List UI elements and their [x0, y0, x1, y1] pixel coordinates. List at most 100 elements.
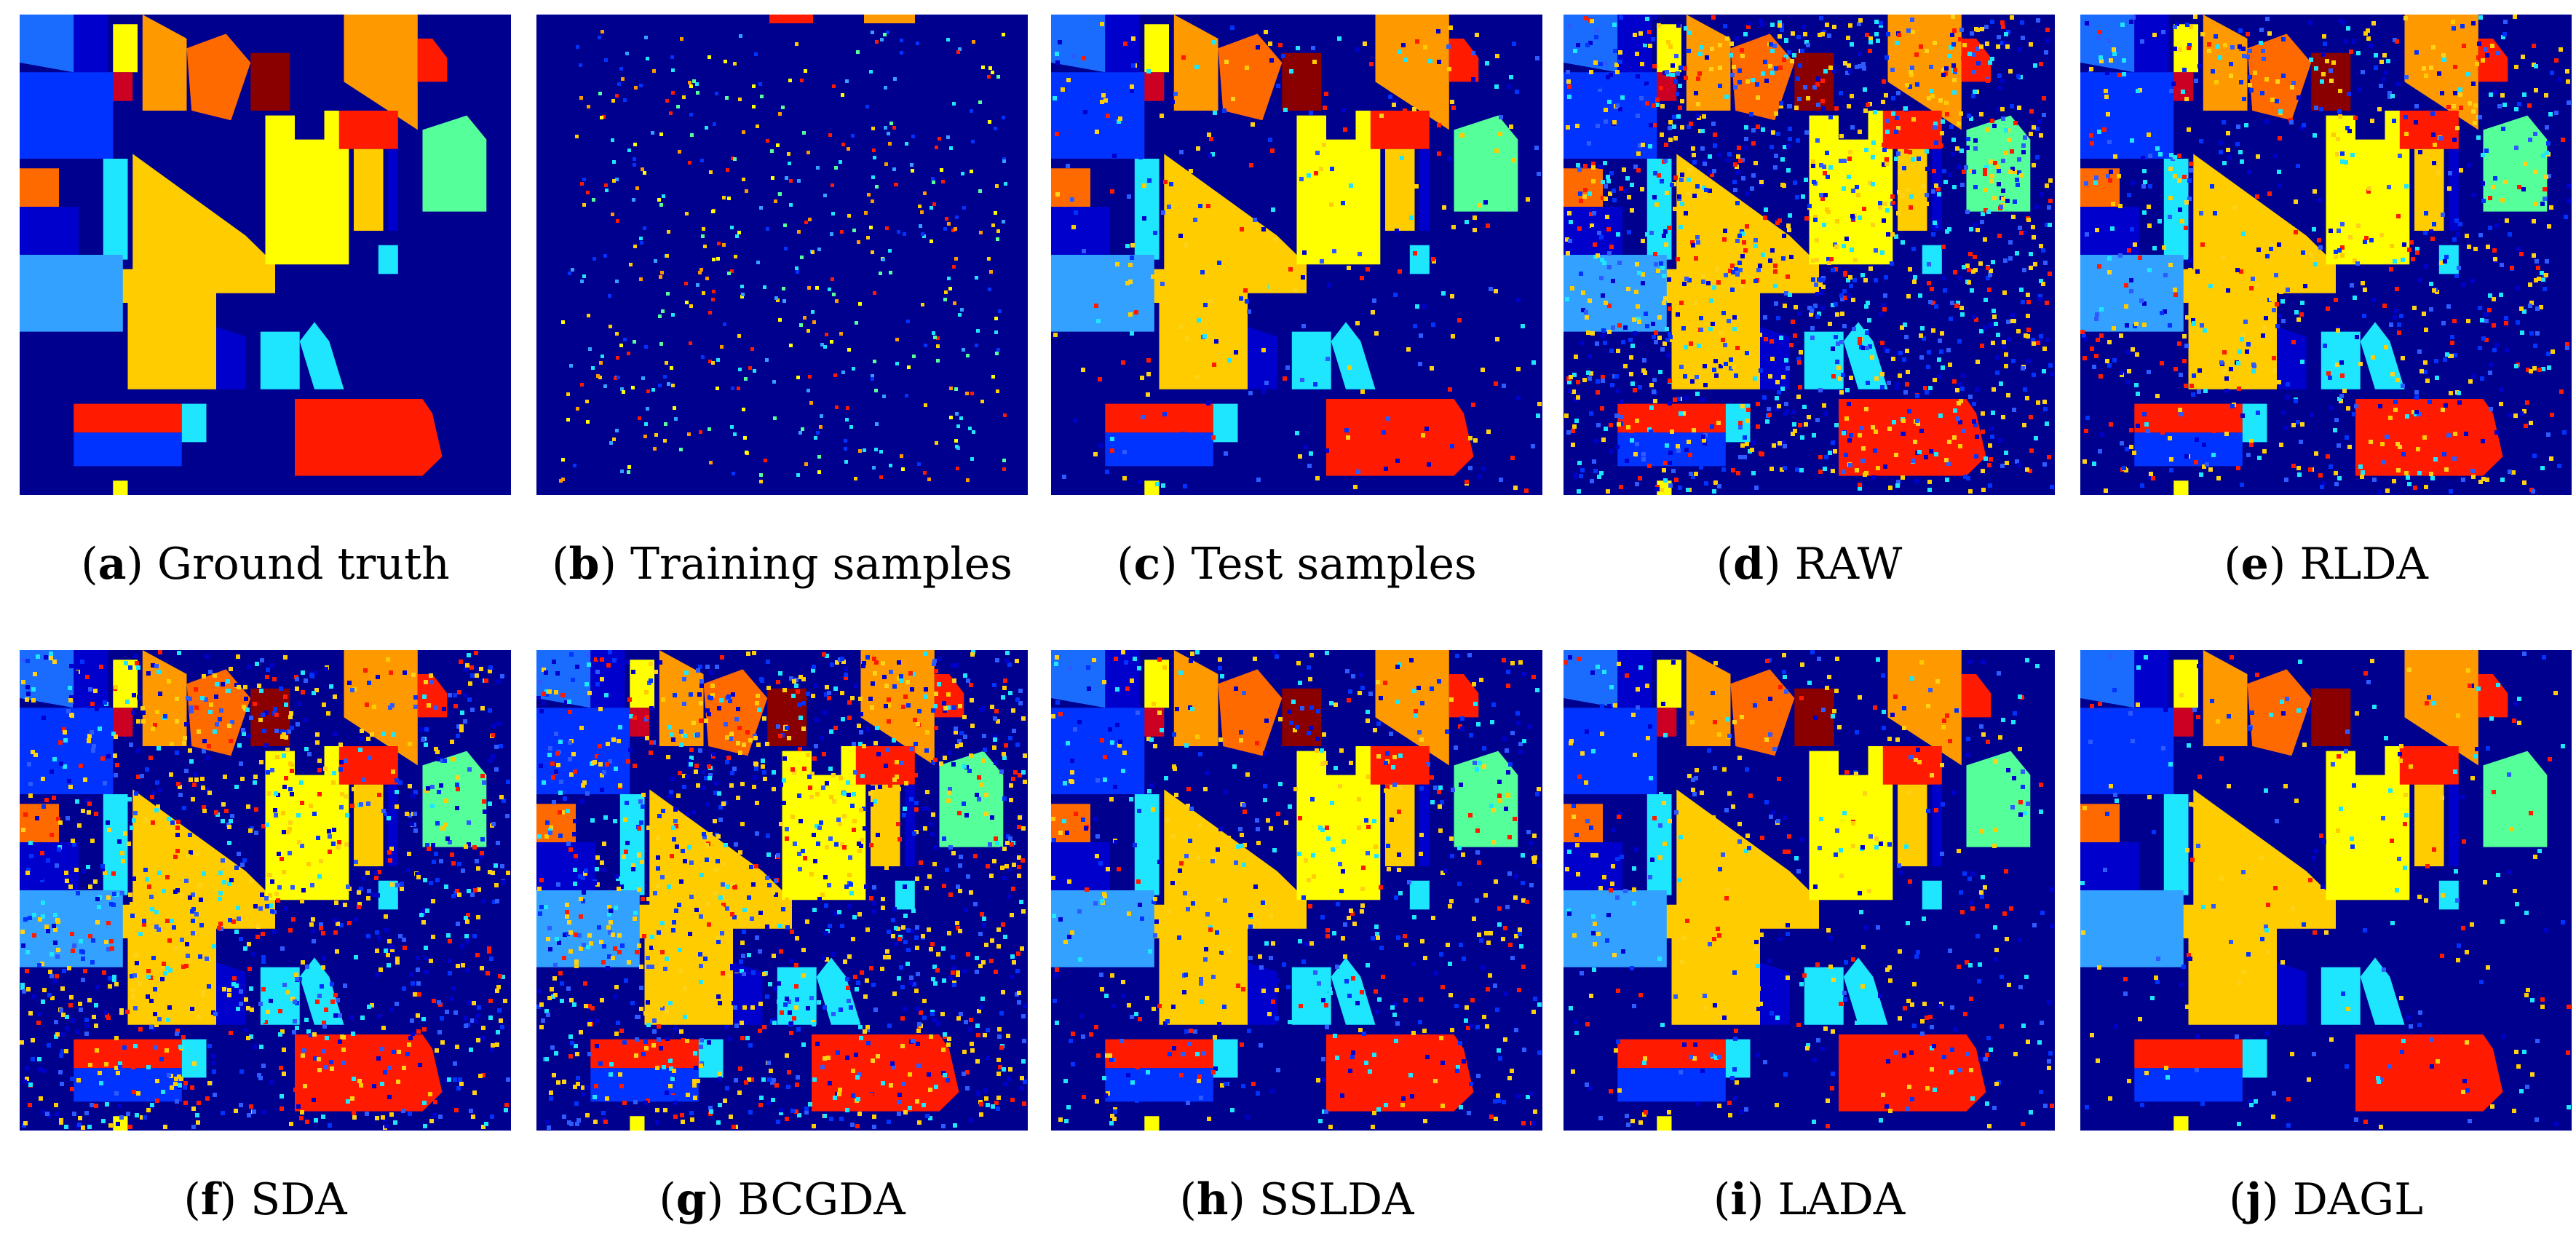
misclassified-pixel	[2238, 349, 2242, 354]
misclassified-pixel	[415, 872, 419, 876]
misclassified-pixel	[151, 820, 155, 825]
misclassified-pixel	[2335, 152, 2339, 157]
training-pixel	[617, 376, 620, 379]
misclassified-pixel	[141, 719, 146, 724]
misclassified-pixel	[1765, 419, 1769, 424]
training-pixel	[753, 369, 756, 373]
training-pixel	[776, 298, 780, 302]
misclassified-pixel	[1130, 331, 1134, 336]
misclassified-pixel	[1181, 432, 1186, 436]
training-pixel	[759, 206, 763, 210]
misclassified-pixel	[1253, 218, 1257, 222]
misclassified-pixel	[258, 906, 263, 911]
misclassified-pixel	[1774, 111, 1778, 116]
misclassified-pixel	[1958, 444, 1962, 448]
training-pixel	[731, 157, 734, 160]
misclassified-pixel	[2118, 253, 2123, 258]
misclassified-pixel	[1883, 293, 1887, 298]
misclassified-pixel	[1947, 440, 1951, 444]
misclassified-pixel	[1960, 387, 1965, 391]
misclassified-pixel	[2008, 256, 2013, 261]
misclassified-pixel	[1891, 111, 1895, 116]
misclassified-pixel	[1740, 48, 1744, 52]
training-pixel	[920, 210, 924, 214]
misclassified-pixel	[264, 743, 269, 748]
misclassified-pixel	[2429, 66, 2433, 70]
misclassified-pixel	[317, 994, 322, 998]
training-pixel	[639, 277, 643, 281]
misclassified-pixel	[2026, 328, 2031, 332]
misclassified-pixel	[338, 1040, 342, 1044]
misclassified-pixel	[63, 764, 67, 769]
misclassified-pixel	[478, 1074, 483, 1078]
misclassified-pixel	[432, 999, 436, 1003]
misclassified-pixel	[1826, 175, 1830, 179]
class-region	[20, 168, 59, 207]
misclassified-pixel	[90, 702, 95, 706]
misclassified-pixel	[430, 785, 435, 789]
misclassified-pixel	[1185, 336, 1189, 341]
misclassified-pixel	[261, 824, 266, 828]
misclassified-pixel	[2521, 187, 2526, 191]
training-pixel	[632, 198, 635, 202]
misclassified-pixel	[1741, 176, 1745, 181]
misclassified-pixel	[2335, 363, 2339, 367]
misclassified-pixel	[52, 924, 56, 928]
misclassified-pixel	[1210, 152, 1215, 157]
training-pixel	[764, 459, 767, 462]
misclassified-pixel	[2127, 369, 2131, 373]
misclassified-pixel	[1949, 124, 1954, 129]
misclassified-pixel	[1848, 275, 1852, 280]
misclassified-pixel	[2366, 36, 2371, 41]
misclassified-pixel	[424, 727, 429, 732]
training-pixel	[960, 308, 964, 312]
misclassified-pixel	[1610, 383, 1614, 387]
misclassified-pixel	[132, 693, 136, 697]
misclassified-pixel	[470, 708, 475, 712]
misclassified-pixel	[2032, 125, 2036, 130]
misclassified-pixel	[2269, 297, 2273, 301]
misclassified-pixel	[917, 1120, 922, 1125]
misclassified-pixel	[1984, 25, 1989, 29]
misclassified-pixel	[2095, 228, 2099, 232]
class-region	[113, 480, 128, 495]
misclassified-pixel	[1208, 154, 1212, 158]
caption-label: SDA	[250, 1174, 347, 1225]
misclassified-pixel	[2010, 167, 2015, 171]
misclassified-pixel	[2029, 42, 2033, 47]
misclassified-pixel	[227, 882, 231, 886]
misclassified-pixel	[1531, 360, 1536, 365]
misclassified-pixel	[2546, 352, 2551, 356]
misclassified-pixel	[2291, 81, 2296, 85]
misclassified-pixel	[1668, 379, 1672, 383]
misclassified-pixel	[261, 955, 266, 959]
misclassified-pixel	[1627, 230, 1631, 234]
misclassified-pixel	[486, 971, 490, 975]
misclassified-pixel	[1577, 489, 1581, 494]
misclassified-pixel	[338, 767, 343, 772]
misclassified-pixel	[1800, 435, 1804, 440]
misclassified-pixel	[2484, 47, 2488, 52]
misclassified-pixel	[1427, 462, 1431, 467]
misclassified-pixel	[114, 1066, 119, 1070]
misclassified-pixel	[2152, 246, 2157, 250]
misclassified-pixel	[2142, 301, 2147, 306]
misclassified-pixel	[419, 727, 424, 732]
misclassified-pixel	[335, 949, 339, 954]
misclassified-pixel	[1997, 35, 2001, 39]
misclassified-pixel	[2047, 455, 2051, 459]
misclassified-pixel	[1572, 424, 1577, 429]
misclassified-pixel	[2124, 283, 2128, 288]
class-region	[1887, 15, 1962, 130]
misclassified-pixel	[1127, 194, 1131, 199]
misclassified-pixel	[1874, 278, 1878, 282]
training-pixel	[735, 234, 739, 238]
misclassified-pixel	[202, 739, 207, 743]
misclassified-pixel	[88, 687, 92, 692]
misclassified-pixel	[230, 814, 234, 818]
misclassified-pixel	[1834, 267, 1838, 272]
misclassified-pixel	[104, 1062, 108, 1066]
misclassified-pixel	[461, 963, 465, 967]
misclassified-pixel	[2476, 431, 2480, 435]
misclassified-pixel	[489, 957, 494, 961]
